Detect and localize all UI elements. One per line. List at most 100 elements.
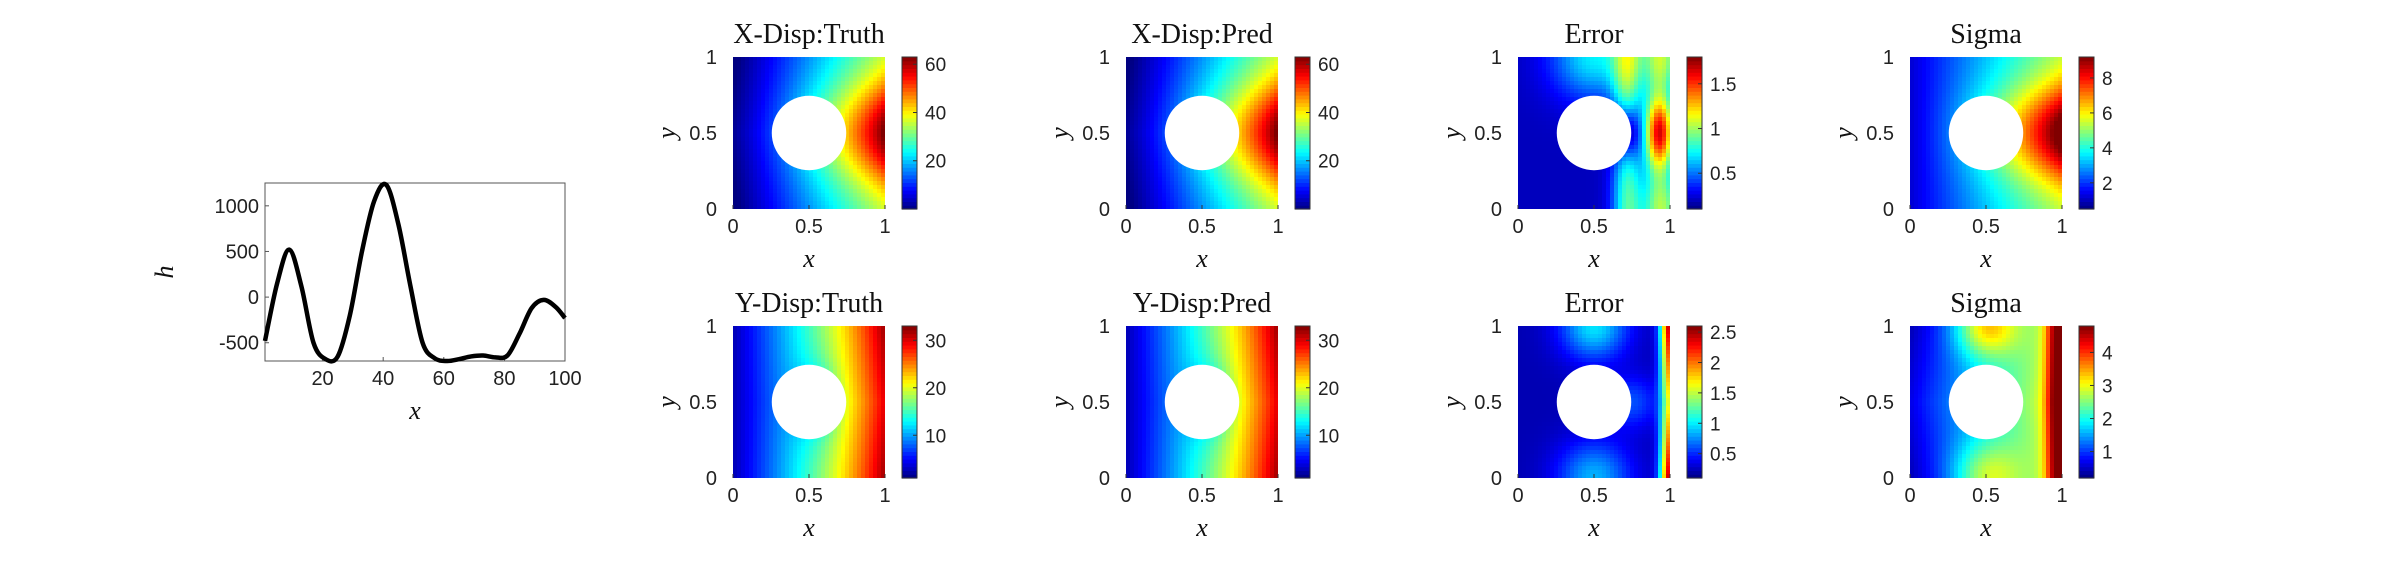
heatmap-cell xyxy=(1626,193,1631,198)
heatmap-cell xyxy=(1210,189,1215,194)
heatmap-cell xyxy=(869,181,874,186)
heatmap-cell xyxy=(881,149,885,154)
heatmap-cell xyxy=(1522,109,1527,114)
heatmap-cell xyxy=(1234,93,1239,98)
heatmap-cell xyxy=(1266,61,1271,66)
heatmap-cell xyxy=(1910,117,1915,122)
heatmap-cell xyxy=(1922,197,1927,202)
heatmap-cell xyxy=(1558,149,1563,154)
heatmap-cell xyxy=(1666,201,1670,206)
heatmap-cell xyxy=(797,81,802,86)
heatmap-cell xyxy=(1218,169,1223,174)
heatmap-cell xyxy=(1954,189,1959,194)
heatmap-cell xyxy=(1238,149,1243,154)
heatmap-cell xyxy=(1526,77,1531,82)
heatmap-cell xyxy=(1126,129,1131,134)
heatmap-cell xyxy=(1638,105,1643,110)
colorbar-segment xyxy=(902,144,917,149)
heatmap-cell xyxy=(1634,109,1639,114)
x-tick-label: 1 xyxy=(1272,216,1283,238)
heatmap-cell xyxy=(1926,157,1931,162)
heatmap-cell xyxy=(1238,181,1243,186)
heatmap-cell xyxy=(1666,169,1670,174)
heatmap-cell xyxy=(1634,169,1639,174)
heatmap-cell xyxy=(1266,85,1271,90)
heatmap-cell xyxy=(1226,93,1231,98)
heatmap-cell xyxy=(1618,57,1623,62)
heatmap-cell xyxy=(817,201,822,206)
heatmap-cell xyxy=(1582,73,1587,78)
heatmap-cell xyxy=(857,157,862,162)
heatmap-cell xyxy=(1926,105,1931,110)
heatmap-cell xyxy=(1922,141,1927,146)
heatmap-cell xyxy=(737,177,742,182)
heatmap-cell xyxy=(1934,125,1939,130)
heatmap-cell xyxy=(1930,173,1935,178)
heatmap-cell xyxy=(785,161,790,166)
heatmap-cell xyxy=(1530,133,1535,138)
heatmap-cell xyxy=(1154,105,1159,110)
heatmap-cell xyxy=(1550,109,1555,114)
heatmap-cell xyxy=(1266,89,1271,94)
heatmap-cell xyxy=(1614,61,1619,66)
heatmap-cell xyxy=(1194,81,1199,86)
heatmap-cell xyxy=(1142,181,1147,186)
heatmap-cell xyxy=(1654,153,1659,158)
heatmap-cell xyxy=(1254,125,1259,130)
heatmap-cell xyxy=(1146,69,1151,74)
heatmap-cell xyxy=(1218,97,1223,102)
heatmap-cell xyxy=(1518,161,1523,166)
heatmap-cell xyxy=(1130,173,1135,178)
heatmap-cell xyxy=(1158,165,1163,170)
heatmap-cell xyxy=(1234,193,1239,198)
heatmap-cell xyxy=(1166,109,1171,114)
heatmap-cell xyxy=(769,137,774,142)
heatmap-cell xyxy=(1638,65,1643,70)
heatmap-cell xyxy=(1266,193,1271,198)
heatmap-cell xyxy=(793,89,798,94)
heatmap-cell xyxy=(1266,117,1271,122)
heatmap-cell xyxy=(1186,73,1191,78)
heatmap-cell xyxy=(1662,157,1667,162)
heatmap-cell xyxy=(805,185,810,190)
heatmap-cell xyxy=(1246,85,1251,90)
heatmap-cell xyxy=(1242,117,1247,122)
heatmap-cell xyxy=(761,69,766,74)
heatmap-cell xyxy=(1662,73,1667,78)
heatmap-cell xyxy=(1182,57,1187,62)
heatmap-cell xyxy=(1522,197,1527,202)
heatmap-cell xyxy=(737,61,742,66)
heatmap-cell xyxy=(1218,57,1223,62)
heatmap-cell xyxy=(1198,185,1203,190)
heatmap-cell xyxy=(1622,181,1627,186)
heatmap-cell xyxy=(785,61,790,66)
heatmap-cell xyxy=(1186,193,1191,198)
heatmap-cell xyxy=(865,117,870,122)
heatmap-cell xyxy=(1126,173,1131,178)
heatmap-cell xyxy=(1586,77,1591,82)
heatmap-cell xyxy=(1238,65,1243,70)
heatmap-cell xyxy=(869,81,874,86)
heatmap-cell xyxy=(781,61,786,66)
colorbar-segment xyxy=(1295,57,1310,62)
heatmap-cell xyxy=(845,77,850,82)
heatmap-cell xyxy=(1938,89,1943,94)
heatmap-cell xyxy=(1554,57,1559,62)
heatmap-cell xyxy=(1658,73,1663,78)
heatmap-cell xyxy=(1270,205,1275,209)
heatmap-cell xyxy=(845,133,850,138)
heatmap-cell xyxy=(1258,113,1263,118)
heatmap-cell xyxy=(1258,193,1263,198)
heatmap-cell xyxy=(1638,133,1643,138)
heatmap-cell xyxy=(773,161,778,166)
heatmap-cell xyxy=(1930,129,1935,134)
heatmap-cell xyxy=(1662,145,1667,150)
heatmap-cell xyxy=(877,177,882,182)
heatmap-cell xyxy=(833,77,838,82)
heatmap-cell xyxy=(833,69,838,74)
heatmap-cell xyxy=(1262,161,1267,166)
heatmap-cell xyxy=(1174,185,1179,190)
heatmap-cell xyxy=(1242,141,1247,146)
heatmap-cell xyxy=(1222,81,1227,86)
